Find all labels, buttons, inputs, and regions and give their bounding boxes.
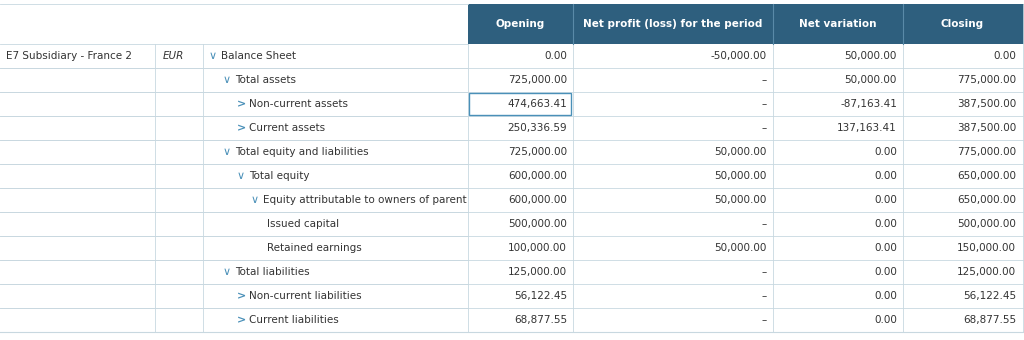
Text: ∨: ∨	[237, 171, 245, 181]
Text: ∨: ∨	[251, 195, 259, 205]
Text: >: >	[237, 315, 246, 325]
Text: EUR: EUR	[163, 51, 184, 61]
Text: –: –	[762, 315, 767, 325]
Text: 500,000.00: 500,000.00	[957, 219, 1016, 229]
Text: 250,336.59: 250,336.59	[507, 123, 567, 133]
Text: 150,000.00: 150,000.00	[957, 243, 1016, 253]
Text: 775,000.00: 775,000.00	[956, 75, 1016, 85]
Bar	[469, 93, 571, 115]
Text: ∨: ∨	[223, 75, 231, 85]
Text: 650,000.00: 650,000.00	[957, 171, 1016, 181]
Text: Equity attributable to owners of parent: Equity attributable to owners of parent	[263, 195, 467, 205]
Text: 50,000.00: 50,000.00	[715, 195, 767, 205]
Text: ∨: ∨	[209, 51, 217, 61]
Text: 0.00: 0.00	[544, 51, 567, 61]
Text: Retained earnings: Retained earnings	[267, 243, 361, 253]
Text: 100,000.00: 100,000.00	[508, 243, 567, 253]
Text: 50,000.00: 50,000.00	[715, 147, 767, 157]
Text: 0.00: 0.00	[993, 51, 1016, 61]
Text: >: >	[237, 99, 246, 109]
Text: 0.00: 0.00	[874, 243, 897, 253]
Text: –: –	[762, 75, 767, 85]
Text: 500,000.00: 500,000.00	[508, 219, 567, 229]
Text: >: >	[237, 291, 246, 301]
Text: 600,000.00: 600,000.00	[508, 171, 567, 181]
Text: 50,000.00: 50,000.00	[715, 171, 767, 181]
Text: 0.00: 0.00	[874, 219, 897, 229]
Text: Current assets: Current assets	[249, 123, 326, 133]
Text: Closing: Closing	[941, 19, 984, 29]
Text: 650,000.00: 650,000.00	[957, 195, 1016, 205]
Text: Balance Sheet: Balance Sheet	[221, 51, 296, 61]
Text: ∨: ∨	[223, 267, 231, 277]
Text: 725,000.00: 725,000.00	[508, 147, 567, 157]
Text: 56,122.45: 56,122.45	[514, 291, 567, 301]
Text: Net profit (loss) for the period: Net profit (loss) for the period	[584, 19, 763, 29]
Text: 50,000.00: 50,000.00	[845, 51, 897, 61]
Text: 600,000.00: 600,000.00	[508, 195, 567, 205]
Text: 387,500.00: 387,500.00	[956, 99, 1016, 109]
Text: –: –	[762, 99, 767, 109]
Text: Total assets: Total assets	[234, 75, 296, 85]
Text: 50,000.00: 50,000.00	[845, 75, 897, 85]
Text: –: –	[762, 219, 767, 229]
Text: Opening: Opening	[496, 19, 545, 29]
Text: –: –	[762, 123, 767, 133]
Text: 725,000.00: 725,000.00	[508, 75, 567, 85]
Text: 68,877.55: 68,877.55	[514, 315, 567, 325]
Text: 0.00: 0.00	[874, 291, 897, 301]
Text: 68,877.55: 68,877.55	[963, 315, 1016, 325]
Text: Current liabilities: Current liabilities	[249, 315, 339, 325]
Text: 125,000.00: 125,000.00	[956, 267, 1016, 277]
Text: Net variation: Net variation	[800, 19, 877, 29]
Text: Issued capital: Issued capital	[267, 219, 339, 229]
Text: 0.00: 0.00	[874, 171, 897, 181]
Text: E7 Subsidiary - France 2: E7 Subsidiary - France 2	[6, 51, 132, 61]
Text: 56,122.45: 56,122.45	[963, 291, 1016, 301]
Text: -87,163.41: -87,163.41	[840, 99, 897, 109]
Text: ∨: ∨	[223, 147, 231, 157]
Text: Non-current liabilities: Non-current liabilities	[249, 291, 361, 301]
Text: Total equity and liabilities: Total equity and liabilities	[234, 147, 369, 157]
Text: 775,000.00: 775,000.00	[956, 147, 1016, 157]
Text: 0.00: 0.00	[874, 195, 897, 205]
Text: 137,163.41: 137,163.41	[838, 123, 897, 133]
Text: 0.00: 0.00	[874, 267, 897, 277]
Text: Non-current assets: Non-current assets	[249, 99, 348, 109]
Text: >: >	[237, 123, 246, 133]
Text: –: –	[762, 267, 767, 277]
Text: -50,000.00: -50,000.00	[711, 51, 767, 61]
Text: 125,000.00: 125,000.00	[508, 267, 567, 277]
Text: 0.00: 0.00	[874, 147, 897, 157]
Text: –: –	[762, 291, 767, 301]
Text: 50,000.00: 50,000.00	[715, 243, 767, 253]
Text: 387,500.00: 387,500.00	[956, 123, 1016, 133]
Text: 0.00: 0.00	[874, 315, 897, 325]
Text: Total equity: Total equity	[249, 171, 309, 181]
Text: Total liabilities: Total liabilities	[234, 267, 309, 277]
Text: 474,663.41: 474,663.41	[507, 99, 567, 109]
Bar	[468, 4, 1024, 44]
